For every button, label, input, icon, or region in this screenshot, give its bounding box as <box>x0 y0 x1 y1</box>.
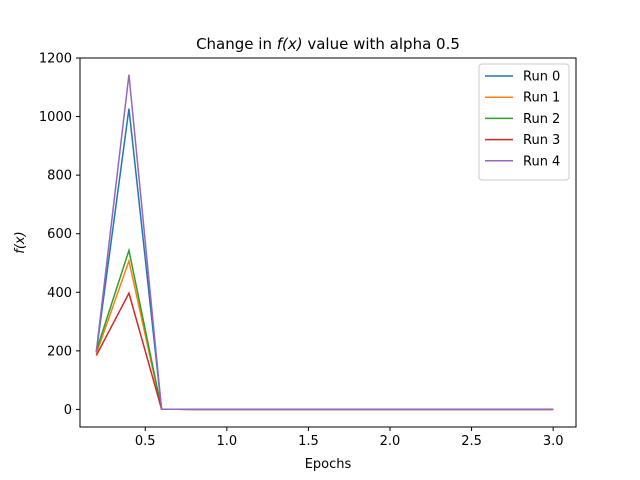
y-axis-ticks: 0 200 400 600 800 1000 1200 <box>39 52 80 418</box>
chart-title-fx: f(x) <box>277 35 303 53</box>
x-tick-label: 0.5 <box>135 434 156 449</box>
legend: Run 0 Run 1 Run 2 Run 3 Run 4 <box>478 63 570 181</box>
y-tick-label: 600 <box>47 227 72 242</box>
y-tick-label: 800 <box>47 169 72 184</box>
legend-label: Run 3 <box>523 133 560 148</box>
legend-label: Run 2 <box>523 112 560 127</box>
y-tick-label: 1000 <box>39 110 72 125</box>
y-tick-label: 0 <box>64 403 72 418</box>
x-tick-label: 2.0 <box>380 434 401 449</box>
chart-title: Change in f(x) value with alpha 0.5 <box>196 35 460 53</box>
legend-label: Run 4 <box>523 154 560 169</box>
y-tick-label: 400 <box>47 286 72 301</box>
x-tick-label: 1.5 <box>298 434 319 449</box>
legend-label: Run 1 <box>523 91 560 106</box>
x-tick-label: 1.0 <box>216 434 237 449</box>
series-layer <box>95 74 554 411</box>
x-axis-title: Epochs <box>305 457 352 472</box>
y-axis-title: f(x) <box>13 231 28 253</box>
x-tick-label: 2.5 <box>461 434 482 449</box>
x-tick-label: 3.0 <box>543 434 564 449</box>
legend-label: Run 0 <box>523 70 560 85</box>
y-tick-label: 1200 <box>39 52 72 67</box>
series-line-run-4 <box>95 74 554 411</box>
y-tick-label: 200 <box>47 344 72 359</box>
axes-frame <box>79 57 577 428</box>
x-axis-ticks: 0.5 1.0 1.5 2.0 2.5 3.0 <box>135 427 564 449</box>
chart-title-prefix: Change in <box>196 35 277 53</box>
chart-title-suffix: value with alpha 0.5 <box>303 35 460 53</box>
legend-box <box>478 63 570 181</box>
